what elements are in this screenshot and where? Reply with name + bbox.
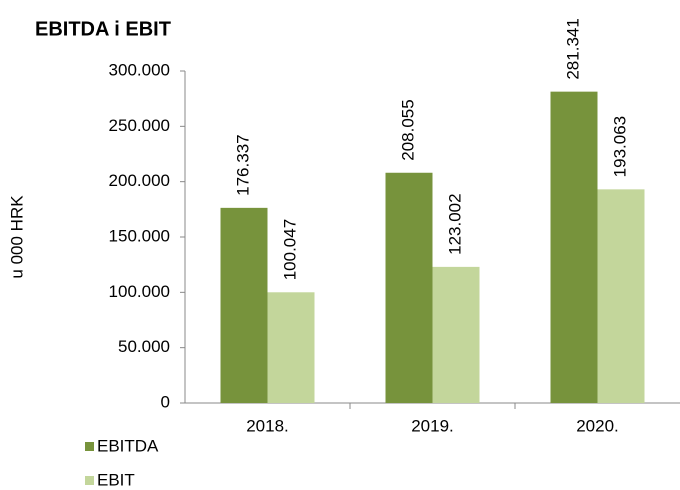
legend-label: EBITDA <box>97 436 159 455</box>
bar <box>385 172 433 403</box>
y-axis-label: u 000 HRK <box>7 195 26 279</box>
y-tick-label: 50.000 <box>118 337 170 356</box>
bar <box>267 292 315 403</box>
y-tick-label: 150.000 <box>109 226 170 245</box>
bar <box>597 189 645 403</box>
legend-label: EBIT <box>97 470 135 489</box>
value-label: 176.337 <box>233 134 252 195</box>
x-tick-label: 2019. <box>411 416 454 435</box>
bar <box>550 91 598 403</box>
value-label: 208.055 <box>398 99 417 160</box>
value-label: 100.047 <box>280 219 299 280</box>
x-tick-label: 2020. <box>576 416 619 435</box>
y-tick-label: 100.000 <box>109 282 170 301</box>
y-tick-label: 250.000 <box>109 116 170 135</box>
value-label: 123.002 <box>445 193 464 254</box>
y-tick-label: 0 <box>161 392 170 411</box>
y-tick-label: 300.000 <box>109 60 170 79</box>
bar <box>220 207 268 403</box>
x-tick-label: 2018. <box>246 416 289 435</box>
value-label: 193.063 <box>610 116 629 177</box>
value-label: 281.341 <box>563 18 582 79</box>
y-tick-label: 200.000 <box>109 171 170 190</box>
legend-swatch <box>85 442 94 451</box>
bar <box>432 266 480 403</box>
legend-swatch <box>85 476 94 485</box>
chart-title: EBITDA i EBIT <box>35 18 171 40</box>
